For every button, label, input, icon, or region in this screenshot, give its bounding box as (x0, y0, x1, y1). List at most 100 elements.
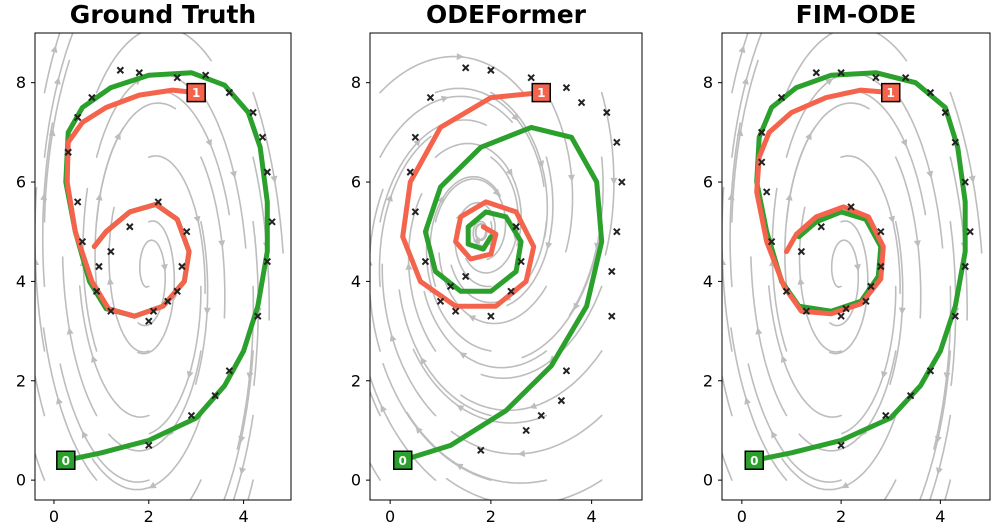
streamline-arrow (853, 263, 861, 272)
observation-point (507, 287, 515, 296)
y-tick-label: 2 (351, 371, 361, 390)
observation-point (263, 168, 272, 176)
streamline (840, 90, 927, 216)
streamline-arrow (380, 404, 387, 413)
streamline (450, 414, 603, 455)
y-tick-label: 6 (351, 173, 361, 192)
streamline (829, 239, 860, 327)
axes-frame (721, 32, 991, 501)
streamline (747, 363, 842, 483)
observation-point (926, 88, 935, 97)
streamline (722, 372, 733, 417)
observation-point (154, 198, 162, 206)
observation-point (436, 297, 445, 305)
observation-point (446, 282, 455, 291)
observation-point (882, 411, 890, 420)
streamline (445, 477, 603, 500)
marker-box-1 (880, 82, 901, 103)
y-tick-label: 4 (351, 272, 361, 291)
streamline (41, 122, 54, 288)
streamline-arrow (148, 481, 157, 489)
observation-point (862, 297, 870, 305)
streamline (91, 414, 202, 491)
trajectory-ground-truth-red (64, 87, 199, 319)
streamline (731, 33, 763, 158)
y-tick-label: 0 (351, 471, 361, 490)
streamline-arrow (888, 215, 895, 224)
streamline-arrow (50, 45, 58, 53)
streamline (600, 91, 615, 256)
streamline-arrow (610, 177, 618, 185)
streamline (148, 155, 206, 295)
y-tick-label: 8 (16, 73, 26, 92)
observation-point (173, 287, 181, 296)
streamline-arrow (193, 215, 201, 224)
streamline (944, 479, 952, 500)
streamline (370, 461, 381, 481)
observation-point (608, 312, 616, 320)
panel-1: 0 1 0 2 4 0 2 4 6 8 Ground Truth (16, 0, 292, 526)
y-tick-label: 0 (703, 471, 713, 490)
y-tick-label: 2 (703, 371, 713, 390)
streamline-arrow (468, 315, 477, 322)
streamline-arrow (968, 175, 976, 183)
observation-point (173, 74, 181, 82)
axes-frame (34, 32, 292, 501)
streamline-arrow (203, 307, 211, 315)
streamline-arrow (405, 262, 413, 270)
streamline-arrow (900, 138, 907, 147)
x-tick-label: 0 (385, 507, 395, 526)
marker-box-1 (186, 82, 206, 103)
observation-point (837, 441, 845, 450)
streamline (59, 363, 150, 483)
trajectory-fim-ode-red (754, 87, 894, 317)
streamline-arrow (66, 327, 74, 335)
streamline-arrow (722, 258, 727, 266)
streamline-arrow (744, 396, 751, 405)
observation-point (951, 312, 959, 320)
observation-point (73, 198, 82, 206)
streamline (434, 87, 545, 188)
observation-point (961, 262, 969, 271)
streamline (785, 33, 908, 94)
streamline (919, 350, 952, 500)
streamline (568, 156, 604, 316)
streamline (928, 414, 952, 500)
streamline-arrow (711, 324, 718, 331)
streamline (35, 451, 46, 481)
streamline-arrow (270, 175, 278, 184)
y-tick-label: 4 (703, 272, 713, 291)
streamline (406, 411, 548, 484)
streamline-arrow (537, 160, 544, 168)
streamlines (370, 53, 618, 500)
observation-point (603, 108, 611, 117)
observation-point (817, 223, 825, 231)
marker-label-1: 1 (537, 86, 545, 100)
marker-box-0 (56, 450, 76, 471)
streamline (750, 256, 788, 417)
x-tick-label: 4 (587, 507, 597, 526)
streamline (61, 256, 98, 417)
observation-point (107, 247, 115, 256)
observation-point (182, 228, 191, 236)
marker-box-1 (531, 82, 552, 103)
observation-point (145, 317, 153, 325)
observation-point (837, 312, 845, 320)
streamline-arrow (455, 463, 464, 471)
observation-point (613, 228, 621, 236)
streamline (829, 220, 869, 355)
observation-point (451, 307, 460, 315)
streamline-arrow (771, 430, 778, 439)
streamline-arrow (81, 430, 89, 439)
streamline-arrow (736, 128, 744, 137)
streamline (95, 102, 177, 223)
observation-point (406, 168, 415, 176)
panel-title: ODEFormer (426, 0, 587, 29)
streamline-arrow (456, 53, 464, 61)
panel-2: 0 1 0 2 4 0 2 4 6 8 ODEFormer (351, 0, 643, 526)
marker-label-0: 0 (399, 454, 407, 468)
x-tick-label: 0 (49, 507, 59, 526)
observation-point (64, 148, 72, 156)
streamline-arrow (205, 139, 212, 147)
panel-3: 0 1 0 2 4 0 2 4 6 8 FIM-ODE (703, 0, 991, 526)
